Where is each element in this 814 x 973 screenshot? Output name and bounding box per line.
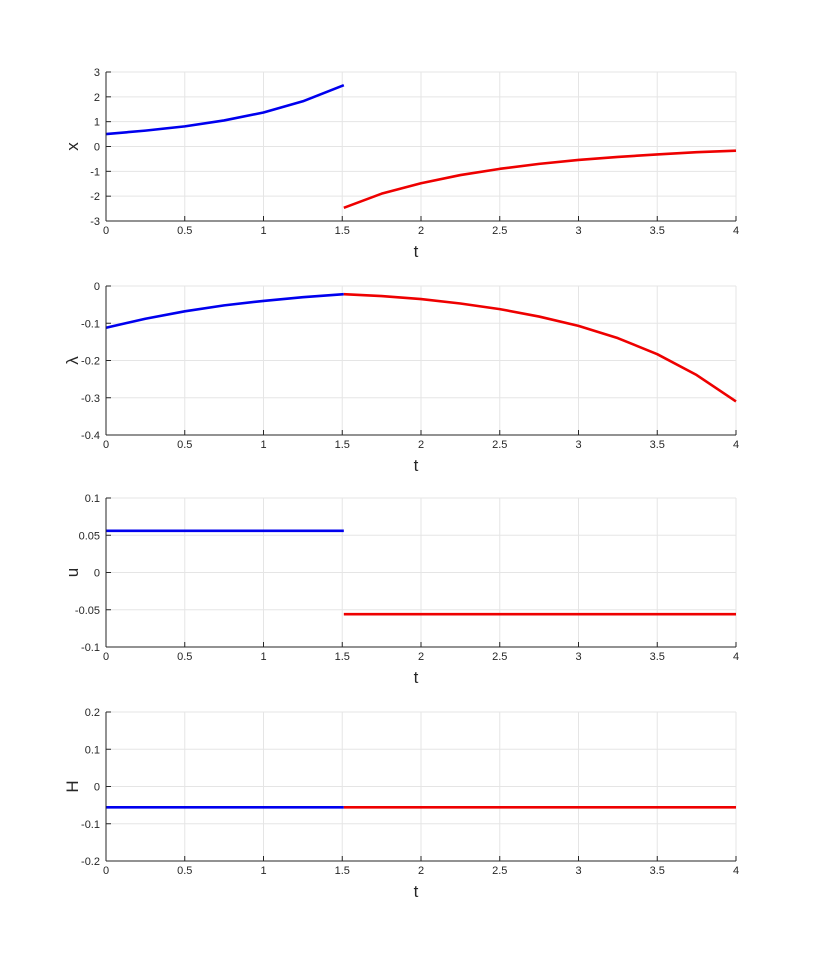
x-axis-label: t <box>414 242 419 261</box>
x-tick-label: 2 <box>418 651 424 663</box>
y-axis-label: λ <box>63 356 82 365</box>
x-axis-label: t <box>414 882 419 901</box>
x-axis-label: t <box>414 456 419 475</box>
chart-panel-4: 0 0.5 1 1.5 2 2.5 3 3.5 4 -0.2 -0.1 0 0.1 0.2 t H <box>63 707 739 901</box>
x-tick-label: 1 <box>260 225 266 237</box>
y-tick-label: 0.2 <box>85 707 100 719</box>
y-tick-label: 0.1 <box>85 744 100 756</box>
x-tick-label: 0.5 <box>177 865 192 877</box>
x-tick-label: 2.5 <box>492 439 507 451</box>
x-tick-label: 3.5 <box>650 439 665 451</box>
chart-panel-2: 0 0.5 1 1.5 2 2.5 3 3.5 4 -0.4 -0.3 -0.2 -0.1 0 t λ <box>63 281 739 475</box>
x-tick-label: 4 <box>733 225 739 237</box>
x-tick-label: 3 <box>575 439 581 451</box>
x-tick-label: 2 <box>418 865 424 877</box>
x-tick-label: 0.5 <box>177 225 192 237</box>
x-tick-label: 2 <box>418 439 424 451</box>
x-tick-label: 2.5 <box>492 651 507 663</box>
x-tick-label: 2 <box>418 225 424 237</box>
x-tick-label: 0.5 <box>177 439 192 451</box>
y-tick-label: -2 <box>90 191 100 203</box>
series-line-1 <box>105 83 345 136</box>
y-axis-label: H <box>63 780 82 792</box>
x-tick-label: 3.5 <box>650 225 665 237</box>
chart-panel-1: 0 0.5 1 1.5 2 2.5 3 3.5 4 -3 -2 -1 0 1 2 3 t x <box>63 67 739 261</box>
y-tick-label: -0.05 <box>75 605 100 617</box>
x-tick-label: 2.5 <box>492 865 507 877</box>
y-tick-label: -0.2 <box>81 356 100 368</box>
y-axis-label: u <box>63 568 82 577</box>
x-tick-label: 1 <box>260 651 266 663</box>
y-tick-label: -0.3 <box>81 393 100 405</box>
x-tick-label: 1 <box>260 439 266 451</box>
x-tick-label: 0 <box>103 651 109 663</box>
y-tick-label: 0 <box>94 782 100 794</box>
x-tick-label: 1.5 <box>335 865 350 877</box>
y-tick-label: -3 <box>90 216 100 228</box>
series-line-2 <box>343 292 737 403</box>
x-tick-label: 1.5 <box>335 439 350 451</box>
y-tick-label: 2 <box>94 92 100 104</box>
x-tick-label: 3.5 <box>650 865 665 877</box>
x-axis-label: t <box>414 668 419 687</box>
x-tick-label: 4 <box>733 651 739 663</box>
y-tick-label: 0.1 <box>85 493 100 505</box>
y-tick-label: -0.1 <box>81 642 100 654</box>
x-tick-label: 3.5 <box>650 651 665 663</box>
x-tick-label: 3 <box>575 651 581 663</box>
x-tick-label: 4 <box>733 439 739 451</box>
series-line-2 <box>343 149 737 210</box>
y-tick-label: 1 <box>94 117 100 129</box>
x-tick-label: 3 <box>575 225 581 237</box>
x-tick-label: 1.5 <box>335 651 350 663</box>
x-tick-label: 0 <box>103 439 109 451</box>
y-tick-label: 0.05 <box>79 530 100 542</box>
x-tick-label: 2.5 <box>492 225 507 237</box>
series-line-1 <box>105 292 344 329</box>
y-tick-label: 0 <box>94 281 100 293</box>
x-tick-label: 0.5 <box>177 651 192 663</box>
y-tick-label: -0.4 <box>81 430 100 442</box>
y-tick-label: -0.1 <box>81 318 100 330</box>
y-tick-label: 0 <box>94 568 100 580</box>
y-tick-label: -0.1 <box>81 819 100 831</box>
x-tick-label: 0 <box>103 225 109 237</box>
y-tick-label: -0.2 <box>81 856 100 868</box>
y-axis-label: x <box>63 142 82 151</box>
x-tick-label: 3 <box>575 865 581 877</box>
y-tick-label: -1 <box>90 166 100 178</box>
x-tick-label: 0 <box>103 865 109 877</box>
y-tick-label: 3 <box>94 67 100 79</box>
x-tick-label: 4 <box>733 865 739 877</box>
x-tick-label: 1 <box>260 865 266 877</box>
y-tick-label: 0 <box>94 142 100 154</box>
x-tick-label: 1.5 <box>335 225 350 237</box>
chart-panel-3: 0 0.5 1 1.5 2 2.5 3 3.5 4 -0.1 -0.05 0 0.05 0.1 t u <box>63 493 739 687</box>
